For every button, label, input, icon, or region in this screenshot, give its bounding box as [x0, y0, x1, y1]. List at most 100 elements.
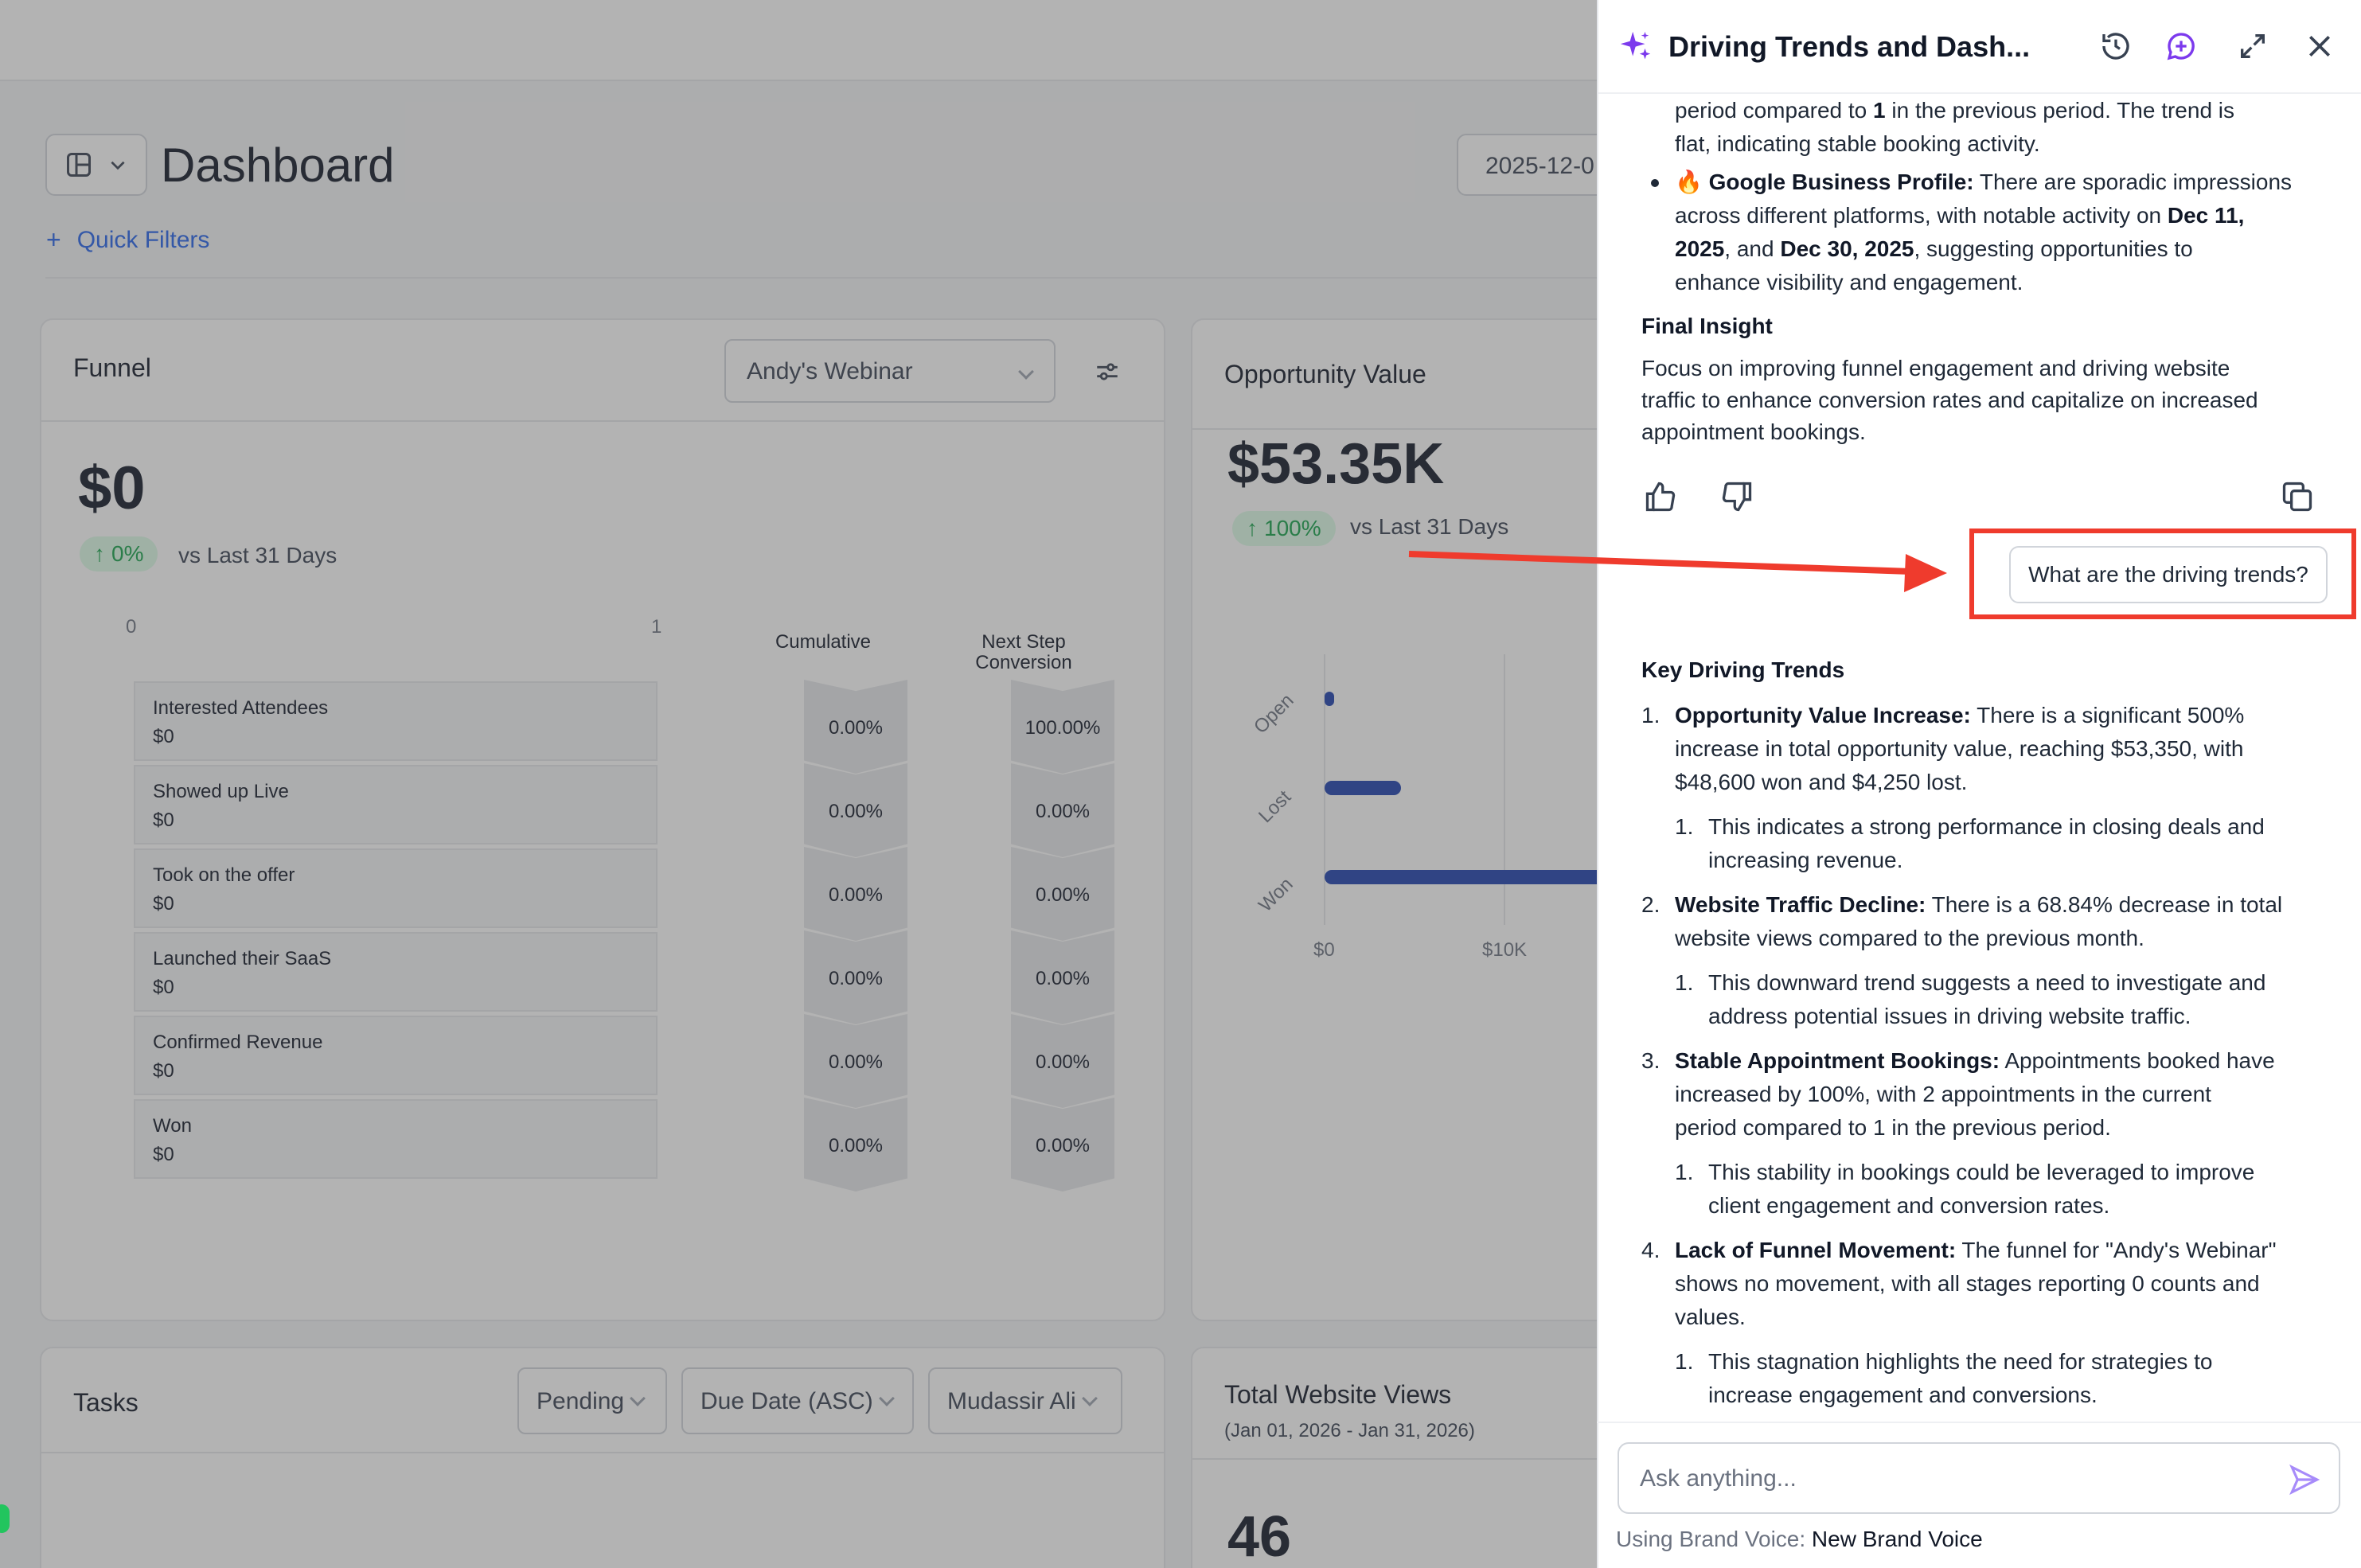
card-header-divider: [1192, 1458, 1985, 1460]
funnel-change-value: 0%: [111, 541, 144, 566]
trend-item: Website Traffic Decline: There is a 68.8…: [1675, 892, 2283, 917]
opportunity-bar[interactable]: [1325, 692, 1334, 706]
task-sort-filter[interactable]: Due Date (ASC): [681, 1367, 914, 1434]
axis-max: 1: [651, 616, 662, 638]
funnel-stage-row[interactable]: Showed up Live $0: [134, 765, 658, 844]
expand-icon[interactable]: [2237, 30, 2269, 62]
sparkle-icon: [1620, 31, 1651, 60]
list-number: 2.: [1641, 892, 1661, 917]
trend-subitem: This stagnation highlights the need for …: [1708, 1349, 2213, 1374]
funnel-stage-row[interactable]: Won $0: [134, 1099, 658, 1179]
stage-value: $0: [153, 977, 174, 998]
thumbs-up-icon[interactable]: [1643, 479, 1678, 514]
cumulative-cell: 0.00%: [804, 930, 907, 1024]
stage-name: Showed up Live: [153, 781, 289, 802]
opportunity-title: Opportunity Value: [1224, 360, 1426, 388]
history-icon[interactable]: [2100, 30, 2132, 62]
bullet: [1651, 179, 1659, 187]
funnel-card: Funnel Andy's Webinar $0 ↑ 0% vs Last 31…: [40, 318, 1165, 1321]
annotation-highlight-box: [1969, 529, 2356, 619]
divider: [45, 277, 1621, 279]
arrow-up-icon: ↑: [1247, 516, 1258, 540]
card-header-divider: [41, 1452, 1164, 1453]
trend-subitem: increase engagement and conversions.: [1708, 1383, 2098, 1407]
copy-icon[interactable]: [2280, 479, 2315, 514]
brand-voice-label: Using Brand Voice: New Brand Voice: [1616, 1527, 1983, 1552]
card-header-divider: [41, 420, 1164, 422]
composer-divider: [1597, 1422, 2361, 1423]
axis-min: 0: [126, 616, 137, 638]
thumbs-down-icon[interactable]: [1719, 479, 1754, 514]
key-trends-heading: Key Driving Trends: [1641, 657, 1845, 682]
layout-icon: [67, 153, 91, 177]
trend-subitem: client engagement and conversion rates.: [1708, 1193, 2110, 1218]
trend-item: values.: [1675, 1305, 1746, 1329]
stage-value: $0: [153, 809, 174, 831]
ask-input[interactable]: [1640, 1457, 2277, 1501]
quick-filters-link[interactable]: + Quick Filters: [46, 225, 209, 255]
new-chat-icon[interactable]: [2165, 30, 2197, 62]
opportunity-change-value: 100%: [1264, 516, 1321, 540]
brand-voice-prefix: Using Brand Voice:: [1616, 1527, 1812, 1551]
task-assignee-value: Mudassir Ali: [947, 1388, 1076, 1414]
funnel-stage-row[interactable]: Interested Attendees $0: [134, 681, 658, 761]
task-sort-value: Due Date (ASC): [700, 1388, 873, 1414]
close-icon[interactable]: [2304, 30, 2336, 62]
cumulative-cell: 0.00%: [804, 1014, 907, 1108]
funnel-select[interactable]: Andy's Webinar: [724, 339, 1056, 403]
trend-item: website views compared to the previous m…: [1675, 926, 2144, 950]
funnel-change-badge: ↑ 0%: [80, 536, 158, 571]
card-header-divider: [1192, 428, 1985, 430]
task-status-filter[interactable]: Pending: [517, 1367, 667, 1434]
next-step-cell: 0.00%: [1011, 847, 1114, 941]
trend-item: period compared to 1 in the previous per…: [1675, 1115, 2111, 1140]
stage-name: Won: [153, 1115, 192, 1137]
opportunity-bar[interactable]: [1325, 781, 1402, 795]
layout-toggle-button[interactable]: [45, 134, 147, 196]
cumulative-cell: 0.00%: [804, 763, 907, 857]
message-text: appointment bookings.: [1641, 419, 1866, 444]
cumulative-cell: 0.00%: [804, 680, 907, 774]
trend-item: $48,600 won and $4,250 lost.: [1675, 770, 1968, 794]
x-tick-label: $10K: [1482, 939, 1528, 961]
website-views-value: 46: [1227, 1505, 1292, 1568]
next-step-cell: 0.00%: [1011, 763, 1114, 857]
trend-subitem: address potential issues in driving webs…: [1708, 1004, 2191, 1028]
cumulative-cell: 0.00%: [804, 1098, 907, 1192]
trend-subitem: This downward trend suggests a need to i…: [1708, 970, 2266, 995]
website-views-range: (Jan 01, 2026 - Jan 31, 2026): [1224, 1420, 1475, 1441]
funnel-title: Funnel: [73, 353, 151, 382]
funnel-select-value: Andy's Webinar: [747, 358, 913, 384]
trend-subitem: increasing revenue.: [1708, 848, 1903, 872]
list-number: 3.: [1641, 1048, 1661, 1073]
x-tick-label: $0: [1313, 939, 1335, 961]
list-number: 4.: [1641, 1238, 1661, 1262]
cumulative-cell: 0.00%: [804, 847, 907, 941]
filter-settings-icon[interactable]: [1094, 358, 1121, 385]
message-text: enhance visibility and engagement.: [1675, 270, 2023, 294]
list-number: 1.: [1675, 970, 1694, 995]
suggested-question-label: What are the driving trends?: [2028, 562, 2308, 587]
stage-value: $0: [153, 726, 174, 747]
message-text: 2025, and Dec 30, 2025, suggesting oppor…: [1675, 236, 2193, 261]
next-step-header: Next Step Conversion: [975, 631, 1072, 673]
message-text: 🔥 Google Business Profile: There are spo…: [1675, 170, 2293, 194]
date-range-button[interactable]: 2025-12-0: [1457, 134, 1616, 196]
stage-name: Launched their SaaS: [153, 948, 332, 969]
next-step-cell: 100.00%: [1011, 680, 1114, 774]
send-icon[interactable]: [2288, 1463, 2321, 1496]
funnel-stage-row[interactable]: Took on the offer $0: [134, 848, 658, 928]
panel-title: Driving Trends and Dash...: [1668, 30, 2031, 63]
funnel-stage-row[interactable]: Confirmed Revenue $0: [134, 1016, 658, 1095]
stage-value: $0: [153, 893, 174, 915]
funnel-stage-row[interactable]: Launched their SaaS $0: [134, 932, 658, 1012]
stage-value: $0: [153, 1144, 174, 1165]
suggested-question-chip[interactable]: What are the driving trends?: [2009, 546, 2328, 603]
message-text: Focus on improving funnel engagement and…: [1641, 356, 2230, 380]
arrow-up-icon: ↑: [94, 541, 105, 566]
trend-item: Opportunity Value Increase: There is a s…: [1675, 703, 2245, 727]
ai-assistant-panel: Driving Trends and Dash...: [1597, 0, 2361, 1568]
funnel-value: $0: [78, 454, 146, 522]
task-assignee-filter[interactable]: Mudassir Ali: [928, 1367, 1122, 1434]
tasks-title: Tasks: [73, 1388, 139, 1417]
